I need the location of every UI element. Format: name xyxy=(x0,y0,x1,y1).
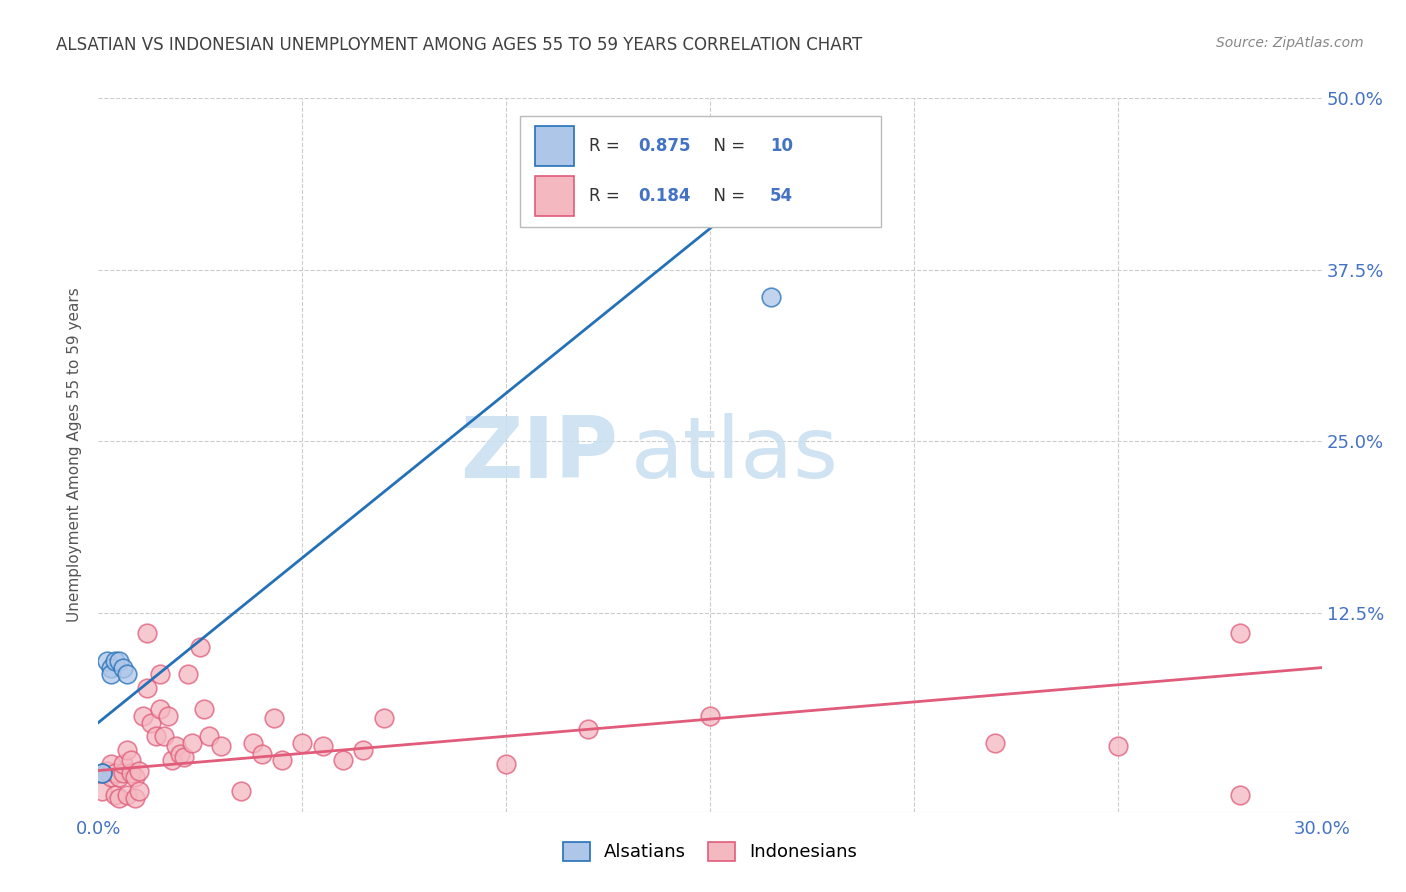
Point xyxy=(91,766,114,780)
Point xyxy=(115,743,138,757)
FancyBboxPatch shape xyxy=(520,116,882,227)
Point xyxy=(120,766,142,780)
Text: N =: N = xyxy=(703,187,749,205)
Point xyxy=(145,729,167,743)
Point xyxy=(115,789,138,803)
Point xyxy=(91,784,114,798)
Point xyxy=(193,702,215,716)
Point xyxy=(104,789,127,803)
Point xyxy=(312,739,335,753)
Point xyxy=(141,715,163,730)
Point xyxy=(984,736,1007,750)
Text: R =: R = xyxy=(589,187,624,205)
Legend: Alsatians, Indonesians: Alsatians, Indonesians xyxy=(554,833,866,871)
Point xyxy=(104,766,127,780)
Point xyxy=(124,791,146,805)
Point xyxy=(160,753,183,767)
Point xyxy=(100,756,122,771)
Point xyxy=(136,681,159,696)
Point xyxy=(111,660,134,674)
Point xyxy=(100,667,122,681)
Point xyxy=(177,667,200,681)
Text: ZIP: ZIP xyxy=(461,413,619,497)
Y-axis label: Unemployment Among Ages 55 to 59 years: Unemployment Among Ages 55 to 59 years xyxy=(67,287,83,623)
Point xyxy=(188,640,212,654)
Point xyxy=(576,723,599,737)
Point xyxy=(1229,789,1251,803)
Point xyxy=(181,736,204,750)
Point xyxy=(100,771,122,785)
Text: R =: R = xyxy=(589,137,624,155)
Point xyxy=(128,784,150,798)
Point xyxy=(91,766,114,780)
Point xyxy=(111,756,134,771)
Point xyxy=(156,708,179,723)
Point xyxy=(149,667,172,681)
Point xyxy=(108,771,131,785)
Text: 0.875: 0.875 xyxy=(638,137,690,155)
Point xyxy=(165,739,187,753)
Point xyxy=(761,290,783,304)
FancyBboxPatch shape xyxy=(536,127,574,166)
Point xyxy=(120,753,142,767)
Point xyxy=(231,784,253,798)
Point xyxy=(291,736,314,750)
Point xyxy=(169,747,191,761)
Text: 0.184: 0.184 xyxy=(638,187,690,205)
Point xyxy=(209,739,232,753)
Point xyxy=(250,747,273,761)
Point xyxy=(96,764,118,778)
Point xyxy=(100,660,122,674)
Point xyxy=(173,749,195,764)
Point xyxy=(242,736,264,750)
Point xyxy=(270,753,294,767)
Point xyxy=(1229,626,1251,640)
Point xyxy=(352,743,374,757)
Point xyxy=(108,791,131,805)
Point xyxy=(124,771,146,785)
Point xyxy=(495,756,517,771)
Point xyxy=(128,764,150,778)
Point xyxy=(1107,739,1129,753)
Point xyxy=(332,753,354,767)
Text: 54: 54 xyxy=(770,187,793,205)
Point xyxy=(115,667,138,681)
Point xyxy=(108,654,131,668)
Point xyxy=(104,654,127,668)
Text: atlas: atlas xyxy=(630,413,838,497)
Point xyxy=(152,729,174,743)
Point xyxy=(699,708,721,723)
FancyBboxPatch shape xyxy=(536,177,574,216)
Point xyxy=(132,708,155,723)
Text: N =: N = xyxy=(703,137,749,155)
Text: 10: 10 xyxy=(770,137,793,155)
Text: ALSATIAN VS INDONESIAN UNEMPLOYMENT AMONG AGES 55 TO 59 YEARS CORRELATION CHART: ALSATIAN VS INDONESIAN UNEMPLOYMENT AMON… xyxy=(56,36,862,54)
Point xyxy=(149,702,172,716)
Text: Source: ZipAtlas.com: Source: ZipAtlas.com xyxy=(1216,36,1364,50)
Point xyxy=(96,654,118,668)
Point xyxy=(197,729,219,743)
Point xyxy=(373,711,395,725)
Point xyxy=(263,711,285,725)
Point xyxy=(136,626,159,640)
Point xyxy=(111,766,134,780)
